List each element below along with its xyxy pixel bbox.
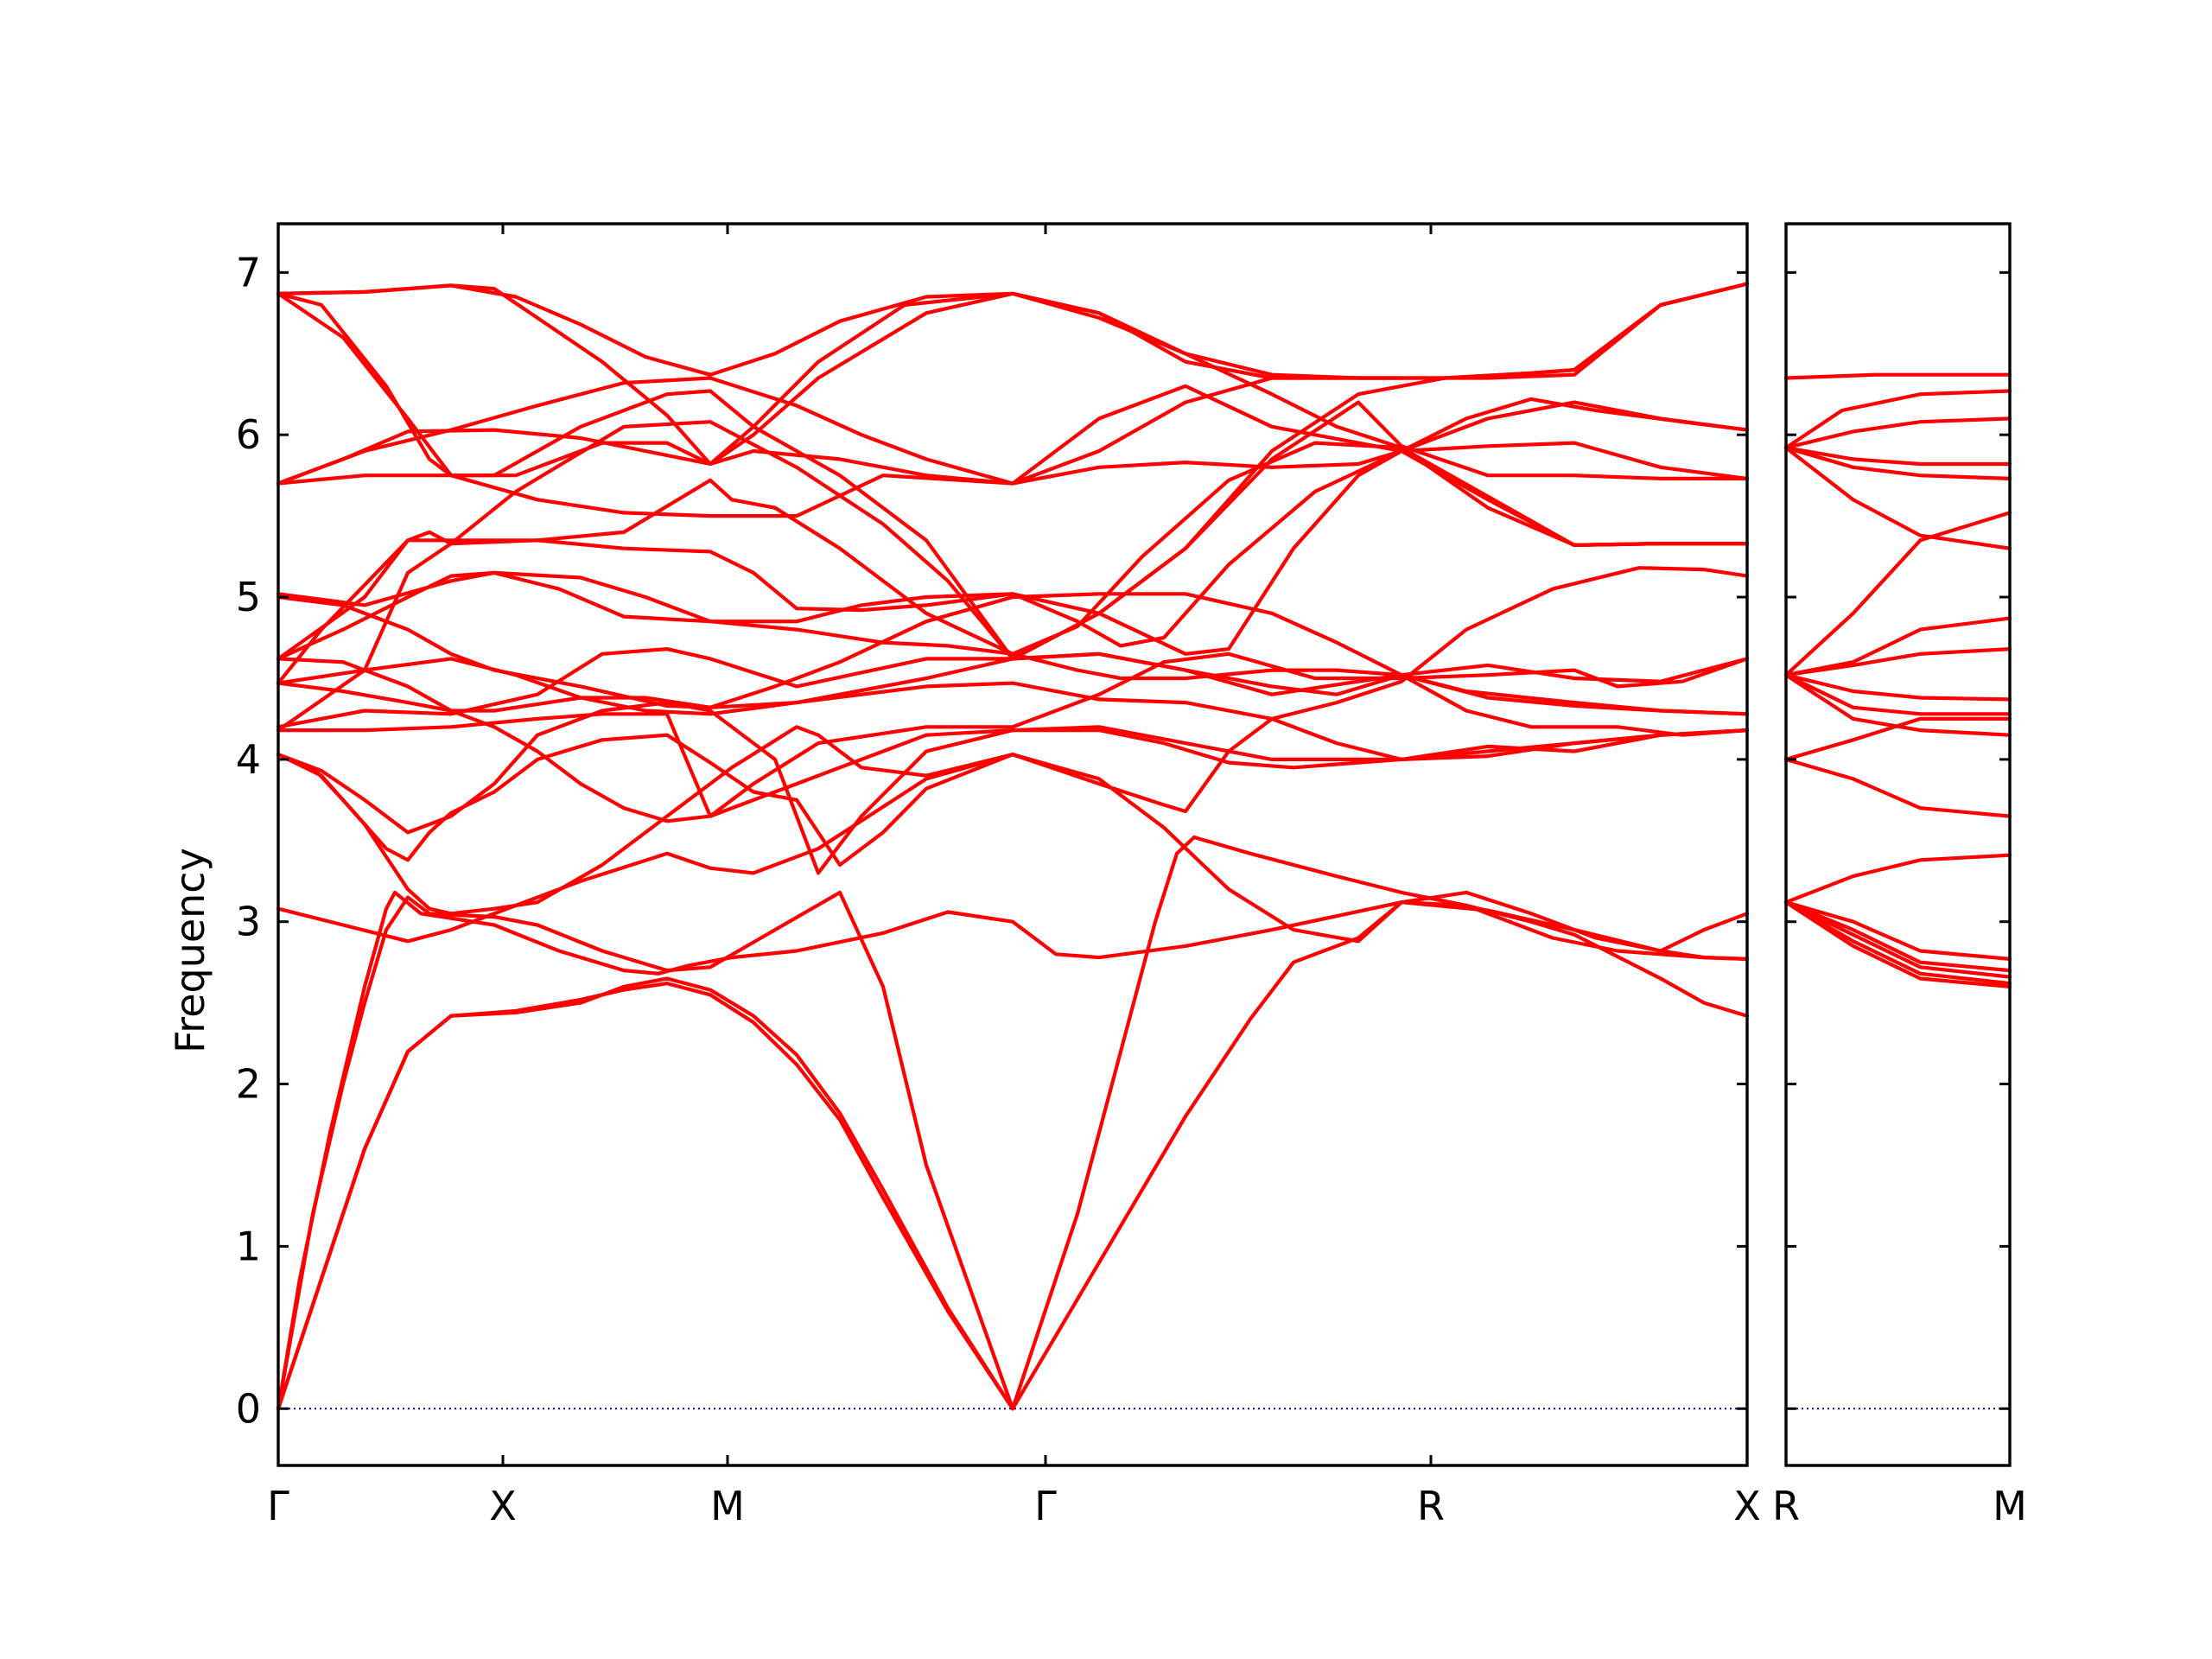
band-right-1 (1783, 389, 2012, 450)
y-tick-label: 5 (236, 574, 261, 620)
band-right-6 (1783, 511, 2012, 677)
band-right-12 (1783, 716, 2012, 761)
band-right-16 (1783, 900, 2012, 973)
band-right-4 (1783, 446, 2012, 480)
band-left-15 (276, 570, 1750, 716)
x-tick-label: Γ (1034, 1483, 1057, 1529)
x-tick-label: R (1772, 1483, 1800, 1529)
y-tick-label: 0 (236, 1385, 261, 1432)
x-tick-label: M (1993, 1483, 2027, 1529)
band-left-27 (276, 291, 1404, 478)
band-left-26 (276, 282, 1750, 467)
band-left-19 (276, 441, 1750, 685)
y-tick-label: 6 (236, 411, 261, 458)
y-tick-label: 7 (236, 249, 261, 296)
band-left-23 (276, 376, 1750, 547)
band-left-3 (276, 890, 1015, 1411)
band-right-2 (1783, 416, 2012, 450)
band-right-11 (1783, 673, 2012, 737)
band-left-0 (276, 890, 1750, 1411)
band-left-25 (276, 283, 1750, 547)
band-right-0 (1783, 372, 2012, 380)
y-tick-label: 2 (236, 1061, 261, 1108)
x-tick-label: M (710, 1483, 745, 1529)
band-left-21 (276, 400, 1750, 518)
band-right-15 (1783, 900, 2012, 961)
x-tick-label: Γ (267, 1483, 289, 1529)
y-tick-label: 1 (236, 1223, 261, 1269)
band-right-9 (1783, 673, 2012, 702)
x-tick-label: X (489, 1483, 517, 1529)
plot-frame (1784, 222, 2012, 1467)
band-right-3 (1783, 446, 2012, 467)
band-left-8 (276, 725, 1015, 916)
band-left-6 (276, 753, 1750, 953)
band-right-13 (1783, 757, 2012, 818)
band-right-18 (1783, 900, 2012, 986)
y-tick-label: 4 (236, 736, 261, 783)
band-right-19 (1783, 900, 2012, 988)
band-left-4 (1010, 835, 1750, 1411)
x-tick-label: X (1733, 1483, 1761, 1529)
band-left-17 (276, 397, 1750, 648)
band-right-5 (1783, 446, 2012, 550)
band-left-2 (276, 976, 1015, 1411)
band-left-22 (276, 282, 1750, 486)
y-axis-label: Frequency (167, 848, 213, 1053)
band-left-10 (276, 652, 1750, 818)
band-right-14 (1783, 853, 2012, 905)
panel-left: 0 1 2 3 4 5 6 7 Γ X M Γ R X (236, 222, 1761, 1529)
band-left-14 (276, 652, 1750, 713)
band-right-17 (1783, 900, 2012, 979)
band-right-10 (1783, 673, 2012, 716)
x-tick-label: R (1417, 1483, 1445, 1529)
plot-frame (276, 222, 1749, 1467)
band-right-8 (1783, 647, 2012, 677)
y-tick-label: 3 (236, 899, 261, 945)
